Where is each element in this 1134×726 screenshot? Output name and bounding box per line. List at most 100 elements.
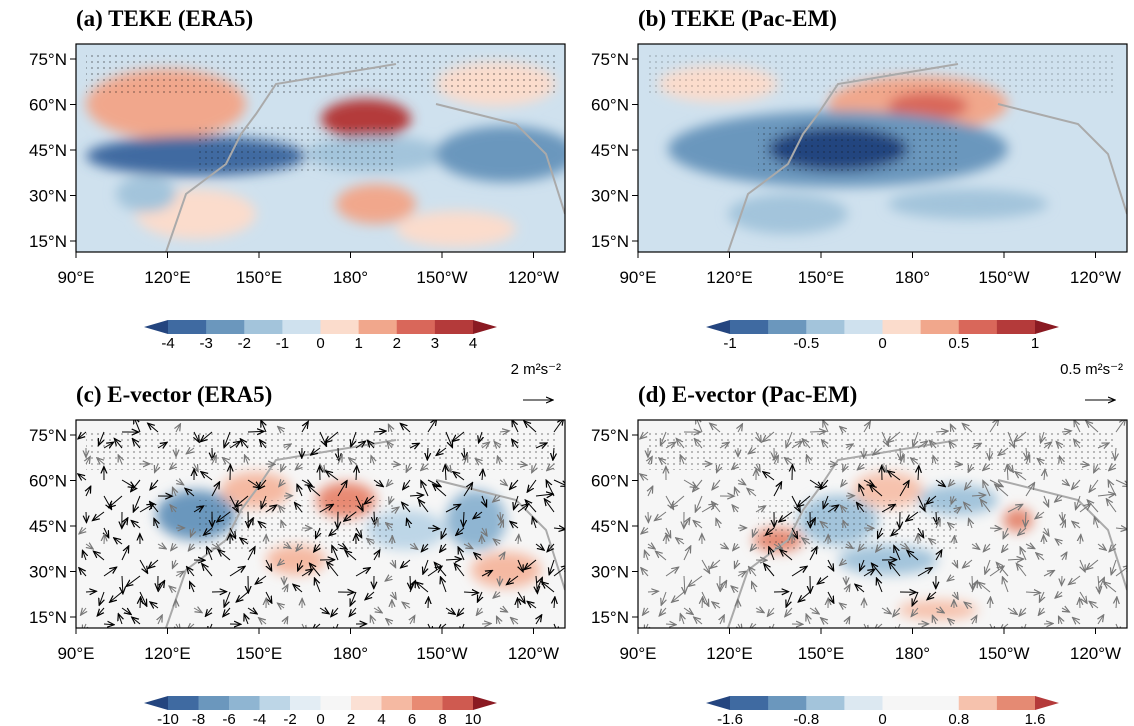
- vector-arrow: [710, 423, 721, 433]
- colorbar-box: [396, 320, 436, 334]
- vector-arrow: [971, 544, 980, 549]
- vector-arrow: [785, 607, 793, 617]
- vector-arrow: [889, 562, 901, 577]
- vector-arrow: [917, 495, 925, 511]
- vector-arrow: [827, 505, 839, 513]
- vector-arrow: [279, 506, 284, 512]
- colorbar-box: [768, 696, 807, 710]
- panel-title: (c) E-vector (ERA5): [76, 382, 272, 407]
- vector-arrow: [1106, 499, 1117, 513]
- vector-arrow: [553, 528, 565, 529]
- vector-arrow: [655, 551, 667, 561]
- vector-arrow: [648, 457, 652, 465]
- vector-arrow: [712, 502, 721, 513]
- vector-arrow: [948, 619, 954, 624]
- vector-arrow: [79, 528, 86, 534]
- vector-arrow: [277, 603, 284, 608]
- y-tick-label: 60°N: [29, 472, 67, 491]
- colorbar-label: -2: [238, 335, 251, 352]
- vector-arrow: [392, 559, 396, 568]
- vector-arrow: [1007, 504, 1023, 513]
- vector-arrow: [212, 456, 216, 465]
- vector-arrow: [371, 456, 374, 465]
- vector-arrow: [281, 464, 284, 471]
- panel: (b) TEKE (Pac-EM) 75°N 60°N 45°N 30°N 15°N 90°…: [591, 6, 1128, 352]
- vector-arrow: [525, 500, 537, 513]
- vector-arrow: [211, 544, 220, 549]
- vector-arrow: [434, 562, 447, 577]
- vector-arrow: [157, 544, 166, 549]
- vector-arrow: [222, 458, 231, 464]
- colorbar-end: [706, 696, 730, 710]
- colorbar-label: 10: [465, 711, 482, 726]
- vector-arrow: [532, 517, 536, 529]
- vector-arrow: [211, 482, 220, 497]
- vector-arrow: [659, 607, 667, 616]
- vector-arrow: [735, 487, 738, 497]
- vector-arrow: [972, 575, 973, 590]
- vector-arrow: [477, 591, 482, 602]
- colorbar-label: 3: [431, 335, 439, 352]
- vector-arrow: [158, 615, 162, 625]
- vector-arrow: [499, 608, 507, 612]
- vector-arrow: [266, 559, 272, 571]
- vector-arrow: [553, 479, 565, 486]
- vector-arrow: [463, 592, 479, 593]
- colorbar-label: 8: [438, 711, 446, 726]
- colorbar-box: [229, 696, 260, 710]
- vector-arrow: [482, 527, 487, 536]
- vector-arrow: [906, 511, 919, 521]
- vector-arrow: [121, 607, 131, 614]
- vector-arrow: [452, 431, 465, 442]
- vector-arrow: [118, 614, 122, 625]
- vector-arrow: [911, 607, 919, 616]
- vector-arrow: [1026, 455, 1030, 465]
- vector-arrow: [86, 457, 90, 465]
- vector-arrow: [1089, 479, 1099, 492]
- vector-arrow: [899, 481, 909, 497]
- vector-arrow: [514, 495, 518, 510]
- colorbar-box: [958, 320, 998, 334]
- vector-arrow: [297, 484, 302, 497]
- vector-arrow: [773, 544, 782, 549]
- vector-arrow: [972, 616, 977, 625]
- y-tick-label: 75°N: [591, 50, 629, 69]
- vector-arrow: [770, 623, 774, 628]
- field-blob: [728, 194, 848, 234]
- vector-arrow: [840, 560, 846, 565]
- colorbar-box: [920, 696, 960, 710]
- vector-arrow: [841, 506, 846, 512]
- vector-arrow: [86, 544, 93, 549]
- vector-arrow: [887, 431, 901, 443]
- vector-arrow: [661, 591, 666, 605]
- vector-arrow: [1115, 565, 1127, 577]
- colorbar-box: [259, 696, 291, 710]
- vector-arrow: [454, 563, 465, 577]
- vector-arrow: [97, 607, 105, 616]
- vector-arrow: [205, 607, 213, 616]
- vector-arrow: [1025, 592, 1041, 593]
- x-tick-label: 120°W: [1070, 268, 1121, 287]
- vector-arrow: [1056, 442, 1062, 448]
- field-blob: [888, 92, 968, 120]
- vector-arrow: [524, 559, 537, 570]
- vector-arrow: [544, 499, 555, 513]
- vector-arrow: [553, 447, 554, 460]
- vector-arrow: [553, 420, 564, 433]
- colorbar-label: 6: [408, 711, 416, 726]
- vector-arrow: [499, 431, 509, 432]
- vector-arrow: [1076, 495, 1080, 510]
- vector-arrow: [481, 623, 491, 624]
- vector-arrow: [512, 439, 518, 449]
- vector-arrow: [103, 567, 117, 577]
- vector-arrow: [857, 464, 864, 470]
- vector-arrow: [791, 566, 807, 577]
- vector-arrow: [968, 463, 972, 472]
- vector-arrow: [284, 585, 288, 592]
- vector-arrow: [927, 591, 937, 600]
- vector-arrow: [260, 440, 266, 449]
- vector-arrow: [716, 518, 720, 529]
- vector-arrow: [278, 560, 284, 565]
- vector-arrow: [843, 520, 846, 529]
- vector-arrow: [821, 618, 829, 624]
